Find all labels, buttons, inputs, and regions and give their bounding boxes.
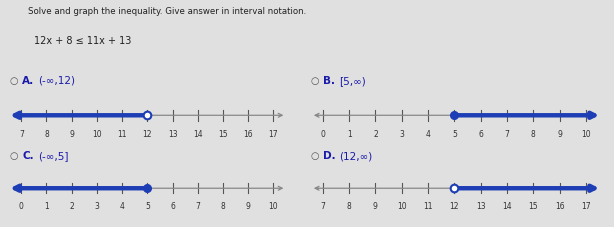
Text: 11: 11	[423, 201, 433, 210]
Text: 5: 5	[452, 129, 457, 138]
Text: A.: A.	[22, 76, 34, 86]
Text: 1: 1	[347, 129, 351, 138]
Text: 6: 6	[170, 201, 175, 210]
Text: 13: 13	[476, 201, 486, 210]
Text: 7: 7	[195, 201, 200, 210]
Text: ○: ○	[9, 76, 18, 86]
Text: 11: 11	[117, 129, 127, 138]
Text: 9: 9	[69, 129, 74, 138]
Text: C.: C.	[22, 151, 34, 160]
Text: D.: D.	[323, 151, 336, 160]
Text: 0: 0	[19, 201, 24, 210]
Text: 12: 12	[142, 129, 152, 138]
Text: 10: 10	[581, 129, 591, 138]
Text: 4: 4	[120, 201, 125, 210]
Text: [5,∞): [5,∞)	[339, 76, 366, 86]
Text: 3: 3	[95, 201, 99, 210]
Text: 12x + 8 ≤ 11x + 13: 12x + 8 ≤ 11x + 13	[34, 36, 131, 46]
Text: 15: 15	[218, 129, 228, 138]
Text: 8: 8	[347, 201, 351, 210]
Text: 13: 13	[168, 129, 177, 138]
Text: 10: 10	[397, 201, 406, 210]
Text: 2: 2	[69, 201, 74, 210]
Text: 8: 8	[44, 129, 49, 138]
Text: (12,∞): (12,∞)	[339, 151, 372, 160]
Text: Solve and graph the inequality. Give answer in interval notation.: Solve and graph the inequality. Give ans…	[28, 7, 306, 16]
Text: 12: 12	[449, 201, 459, 210]
Text: 3: 3	[399, 129, 404, 138]
Text: ○: ○	[310, 76, 319, 86]
Text: 9: 9	[373, 201, 378, 210]
Text: 9: 9	[246, 201, 251, 210]
Text: 16: 16	[555, 201, 564, 210]
Text: 0: 0	[321, 129, 325, 138]
Text: 10: 10	[92, 129, 102, 138]
Text: (-∞,5]: (-∞,5]	[38, 151, 69, 160]
Text: 8: 8	[531, 129, 535, 138]
Text: B.: B.	[323, 76, 335, 86]
Text: 14: 14	[502, 201, 512, 210]
Text: 7: 7	[19, 129, 24, 138]
Text: 17: 17	[269, 129, 278, 138]
Text: 7: 7	[505, 129, 510, 138]
Text: 5: 5	[145, 201, 150, 210]
Text: 6: 6	[478, 129, 483, 138]
Text: ○: ○	[310, 151, 319, 160]
Text: 15: 15	[529, 201, 538, 210]
Text: 16: 16	[243, 129, 253, 138]
Text: 2: 2	[373, 129, 378, 138]
Text: 1: 1	[44, 201, 49, 210]
Text: 8: 8	[220, 201, 225, 210]
Text: 10: 10	[269, 201, 278, 210]
Text: 14: 14	[193, 129, 203, 138]
Text: 7: 7	[321, 201, 325, 210]
Text: (-∞,12): (-∞,12)	[38, 76, 75, 86]
Text: 9: 9	[557, 129, 562, 138]
Text: 17: 17	[581, 201, 591, 210]
Text: 4: 4	[426, 129, 430, 138]
Text: ○: ○	[9, 151, 18, 160]
